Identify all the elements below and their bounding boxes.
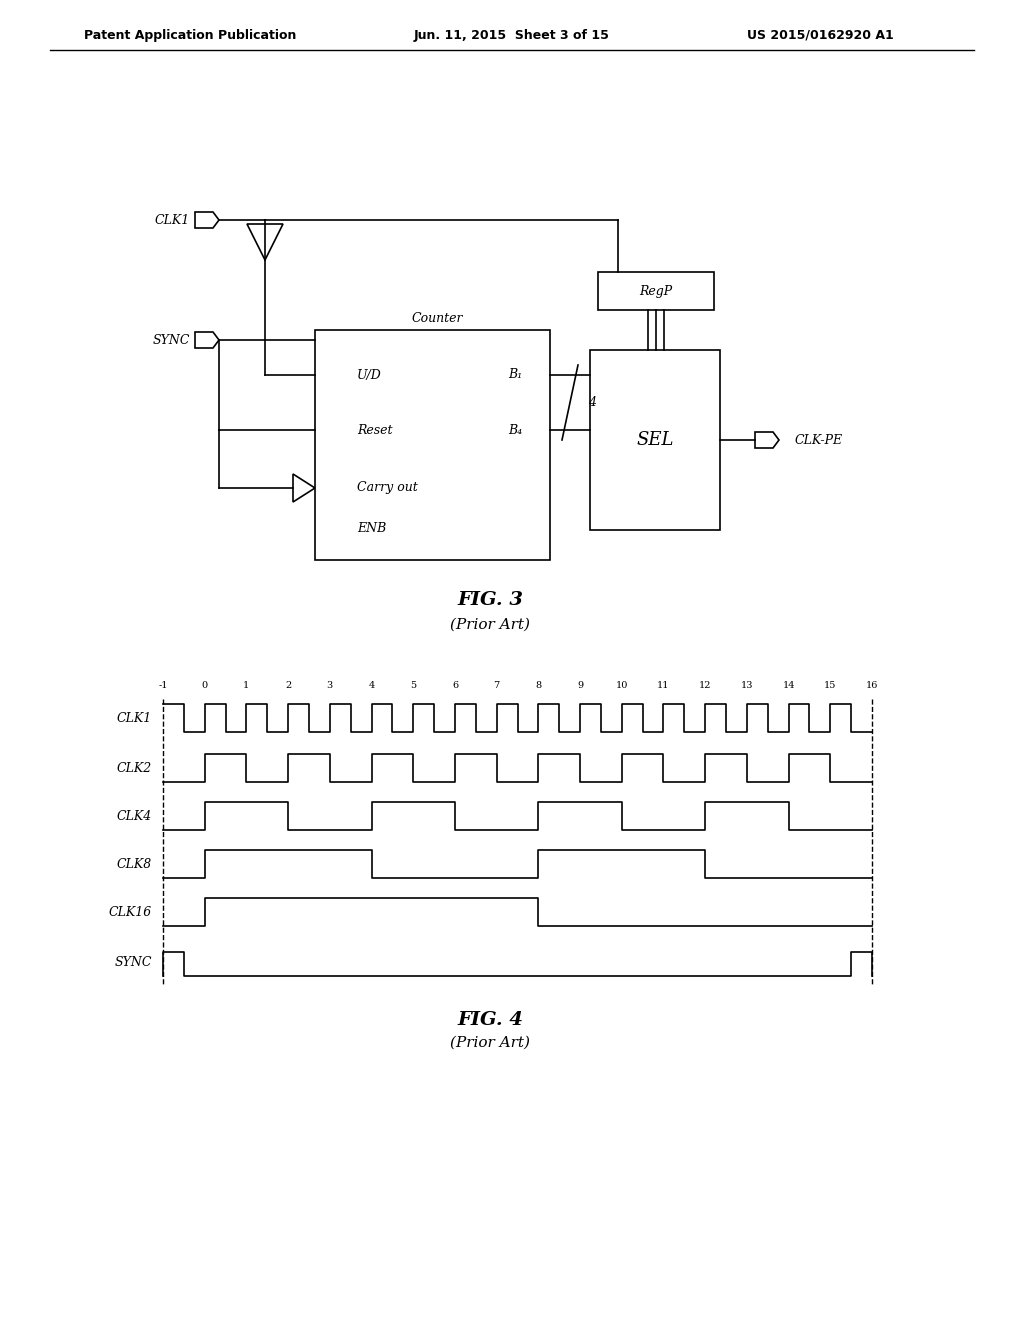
Text: 5: 5 (411, 681, 417, 690)
Text: ENB: ENB (357, 521, 386, 535)
Text: 13: 13 (740, 681, 753, 690)
Bar (598, 272, 714, 310)
Bar (590, 350, 720, 531)
Polygon shape (755, 432, 779, 447)
Text: CLK8: CLK8 (117, 858, 152, 870)
Text: 11: 11 (657, 681, 670, 690)
Text: (Prior Art): (Prior Art) (450, 618, 530, 632)
Text: 8: 8 (536, 681, 542, 690)
Text: 9: 9 (577, 681, 583, 690)
Text: FIG. 4: FIG. 4 (457, 1011, 523, 1030)
Text: B₁: B₁ (508, 368, 522, 381)
Text: U/D: U/D (357, 368, 382, 381)
Text: CLK4: CLK4 (117, 809, 152, 822)
Text: 10: 10 (615, 681, 628, 690)
Text: 4: 4 (588, 396, 596, 409)
Polygon shape (195, 333, 219, 348)
Text: US 2015/0162920 A1: US 2015/0162920 A1 (746, 29, 893, 41)
Text: Carry out: Carry out (357, 482, 418, 495)
Text: 6: 6 (452, 681, 458, 690)
Polygon shape (293, 474, 315, 502)
Text: Counter: Counter (412, 312, 463, 325)
Text: (Prior Art): (Prior Art) (450, 1036, 530, 1049)
Polygon shape (195, 213, 219, 228)
Text: 14: 14 (782, 681, 795, 690)
Text: 0: 0 (202, 681, 208, 690)
Text: 2: 2 (285, 681, 291, 690)
Text: CLK1: CLK1 (117, 711, 152, 725)
Text: CLK-PE: CLK-PE (795, 433, 843, 446)
Text: CLK16: CLK16 (109, 906, 152, 919)
Text: CLK2: CLK2 (117, 762, 152, 775)
Text: 16: 16 (866, 681, 879, 690)
Text: 3: 3 (327, 681, 333, 690)
Text: CLK1: CLK1 (155, 214, 190, 227)
Text: Patent Application Publication: Patent Application Publication (84, 29, 296, 41)
Text: 7: 7 (494, 681, 500, 690)
Text: SEL: SEL (636, 432, 674, 449)
Text: 15: 15 (824, 681, 837, 690)
Text: Reset: Reset (357, 424, 392, 437)
Text: RegP: RegP (639, 285, 673, 297)
Text: FIG. 3: FIG. 3 (457, 591, 523, 609)
Polygon shape (247, 224, 283, 260)
Text: SYNC: SYNC (153, 334, 190, 346)
Bar (315, 330, 550, 560)
Text: 4: 4 (369, 681, 375, 690)
Text: -1: -1 (159, 681, 168, 690)
Text: Jun. 11, 2015  Sheet 3 of 15: Jun. 11, 2015 Sheet 3 of 15 (414, 29, 610, 41)
Text: B₄: B₄ (508, 424, 522, 437)
Text: 1: 1 (244, 681, 250, 690)
Text: SYNC: SYNC (115, 956, 152, 969)
Text: 12: 12 (699, 681, 712, 690)
